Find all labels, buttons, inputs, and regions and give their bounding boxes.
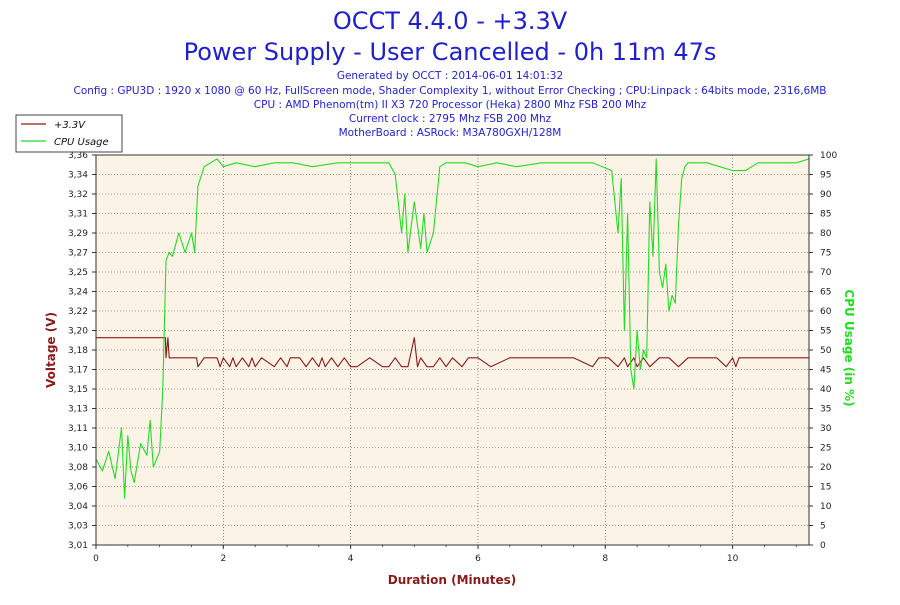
y-left-tick-label: 3,29 — [68, 229, 88, 239]
y-left-tick-label: 3,20 — [68, 327, 88, 337]
x-tick-label: 2 — [220, 554, 226, 564]
y-right-tick-label: 15 — [820, 483, 831, 493]
y-left-tick-label: 3,04 — [68, 502, 88, 512]
y-right-tick-label: 35 — [820, 405, 831, 415]
y-right-tick-label: 40 — [820, 385, 832, 395]
y-right-tick-label: 95 — [820, 171, 831, 181]
y-left-tick-label: 3,06 — [68, 483, 88, 493]
y-left-tick-label: 3,27 — [68, 249, 88, 259]
y-right-tick-label: 100 — [820, 151, 837, 161]
y-right-tick-label: 70 — [820, 268, 832, 278]
x-tick-label: 6 — [475, 554, 481, 564]
y-left-tick-label: 3,31 — [68, 210, 88, 220]
y-right-tick-label: 50 — [820, 346, 832, 356]
y-left-tick-label: 3,18 — [68, 346, 88, 356]
series-layer — [95, 158, 810, 499]
y-right-tick-label: 60 — [820, 307, 832, 317]
legend-label-voltage: +3.3V — [54, 120, 86, 131]
plot-frame — [95, 154, 810, 546]
y-left-tick-label: 3,25 — [68, 268, 88, 278]
series-line-cpu-usage — [95, 158, 810, 499]
info-line-config: Config : GPU3D : 1920 x 1080 @ 60 Hz, Fu… — [74, 85, 827, 97]
y-right-tick-label: 10 — [820, 502, 832, 512]
y-right-tick-label: 45 — [820, 366, 831, 376]
y-right-tick-label: 0 — [820, 541, 826, 551]
x-tick-label: 8 — [602, 554, 608, 564]
y-left-tick-label: 3,01 — [68, 541, 88, 551]
y-left-tick-label: 3,15 — [68, 385, 88, 395]
chart-title: OCCT 4.4.0 - +3.3V — [333, 7, 568, 35]
y-right-tick-label: 90 — [820, 190, 832, 200]
y-left-tick-label: 3,10 — [68, 444, 88, 454]
chart-subtitle: Power Supply - User Cancelled - 0h 11m 4… — [184, 38, 717, 66]
y-left-tick-label: 3,34 — [68, 171, 88, 181]
y-left-tick-label: 3,36 — [68, 151, 88, 161]
y-left-tick-label: 3,22 — [68, 307, 88, 317]
y-right-tick-label: 65 — [820, 288, 831, 298]
y-left-tick-label: 3,24 — [68, 288, 88, 298]
y-left-tick-label: 3,13 — [68, 405, 88, 415]
y-right-tick-label: 30 — [820, 424, 832, 434]
legend-box — [15, 114, 123, 153]
y-right-tick-label: 55 — [820, 327, 831, 337]
grid-lines — [96, 155, 809, 545]
y-right-tick-label: 5 — [820, 522, 826, 532]
y-left-tick-label: 3,32 — [68, 190, 88, 200]
y-axis-left-label: Voltage (V) — [44, 312, 58, 388]
info-line-cpu: CPU : AMD Phenom(tm) II X3 720 Processor… — [254, 99, 647, 111]
y-right-tick-label: 75 — [820, 249, 831, 259]
y-left-tick-label: 3,03 — [68, 522, 88, 532]
x-tick-label: 0 — [93, 554, 99, 564]
y-left-tick-label: 3,17 — [68, 366, 88, 376]
x-tick-label: 4 — [348, 554, 354, 564]
y-right-tick-label: 80 — [820, 229, 832, 239]
y-left-tick-label: 3,11 — [68, 424, 88, 434]
y-right-tick-label: 25 — [820, 444, 831, 454]
x-axis-label: Duration (Minutes) — [388, 573, 516, 587]
x-tick-label: 10 — [727, 554, 739, 564]
y-right-tick-label: 85 — [820, 210, 831, 220]
info-line-motherboard: MotherBoard : ASRock: M3A780GXH/128M — [339, 127, 562, 139]
axes-layer: 3,01 03,03 53,04 103,06 153,08 203,10 253,11 30… — [68, 151, 837, 564]
info-line-generated: Generated by OCCT : 2014-06-01 14:01:32 — [337, 70, 563, 82]
y-axis-right-label: CPU Usage (in %) — [842, 289, 856, 406]
y-left-tick-label: 3,08 — [68, 463, 88, 473]
y-right-tick-label: 20 — [820, 463, 832, 473]
info-line-clock: Current clock : 2795 Mhz FSB 200 Mhz — [349, 113, 552, 125]
legend: +3.3V CPU Usage — [15, 114, 123, 153]
legend-label-cpu-usage: CPU Usage — [54, 137, 109, 148]
